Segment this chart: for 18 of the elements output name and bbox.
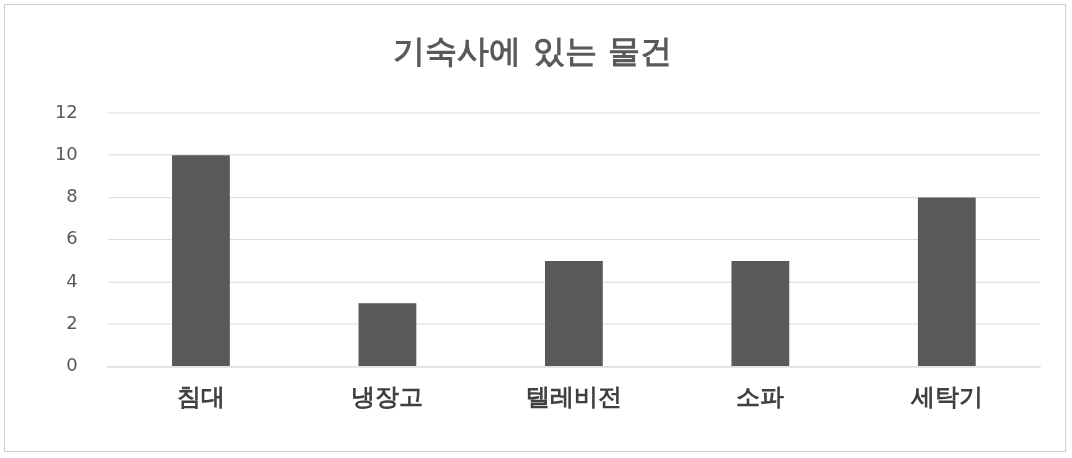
y-tick-label: 2 bbox=[66, 311, 78, 333]
x-tick-label: 텔레비전 bbox=[525, 383, 622, 412]
x-tick-label: 냉장고 bbox=[351, 383, 424, 412]
y-tick-label: 4 bbox=[66, 269, 78, 291]
bar bbox=[544, 260, 603, 367]
y-tick-label: 8 bbox=[66, 185, 78, 207]
x-tick-label: 침대 bbox=[176, 383, 225, 412]
bar bbox=[172, 155, 230, 367]
bar bbox=[358, 303, 417, 367]
y-tick-label: 0 bbox=[66, 354, 78, 376]
bar bbox=[731, 260, 790, 367]
chart-title: 기숙사에 있는 물건 bbox=[393, 32, 672, 71]
bar bbox=[917, 197, 976, 367]
x-tick-label: 세탁기 bbox=[909, 383, 983, 412]
x-tick-label: 소파 bbox=[736, 383, 785, 412]
y-tick-label: 10 bbox=[54, 142, 78, 164]
y-tick-label: 6 bbox=[66, 227, 78, 249]
y-tick-label: 12 bbox=[54, 100, 78, 122]
